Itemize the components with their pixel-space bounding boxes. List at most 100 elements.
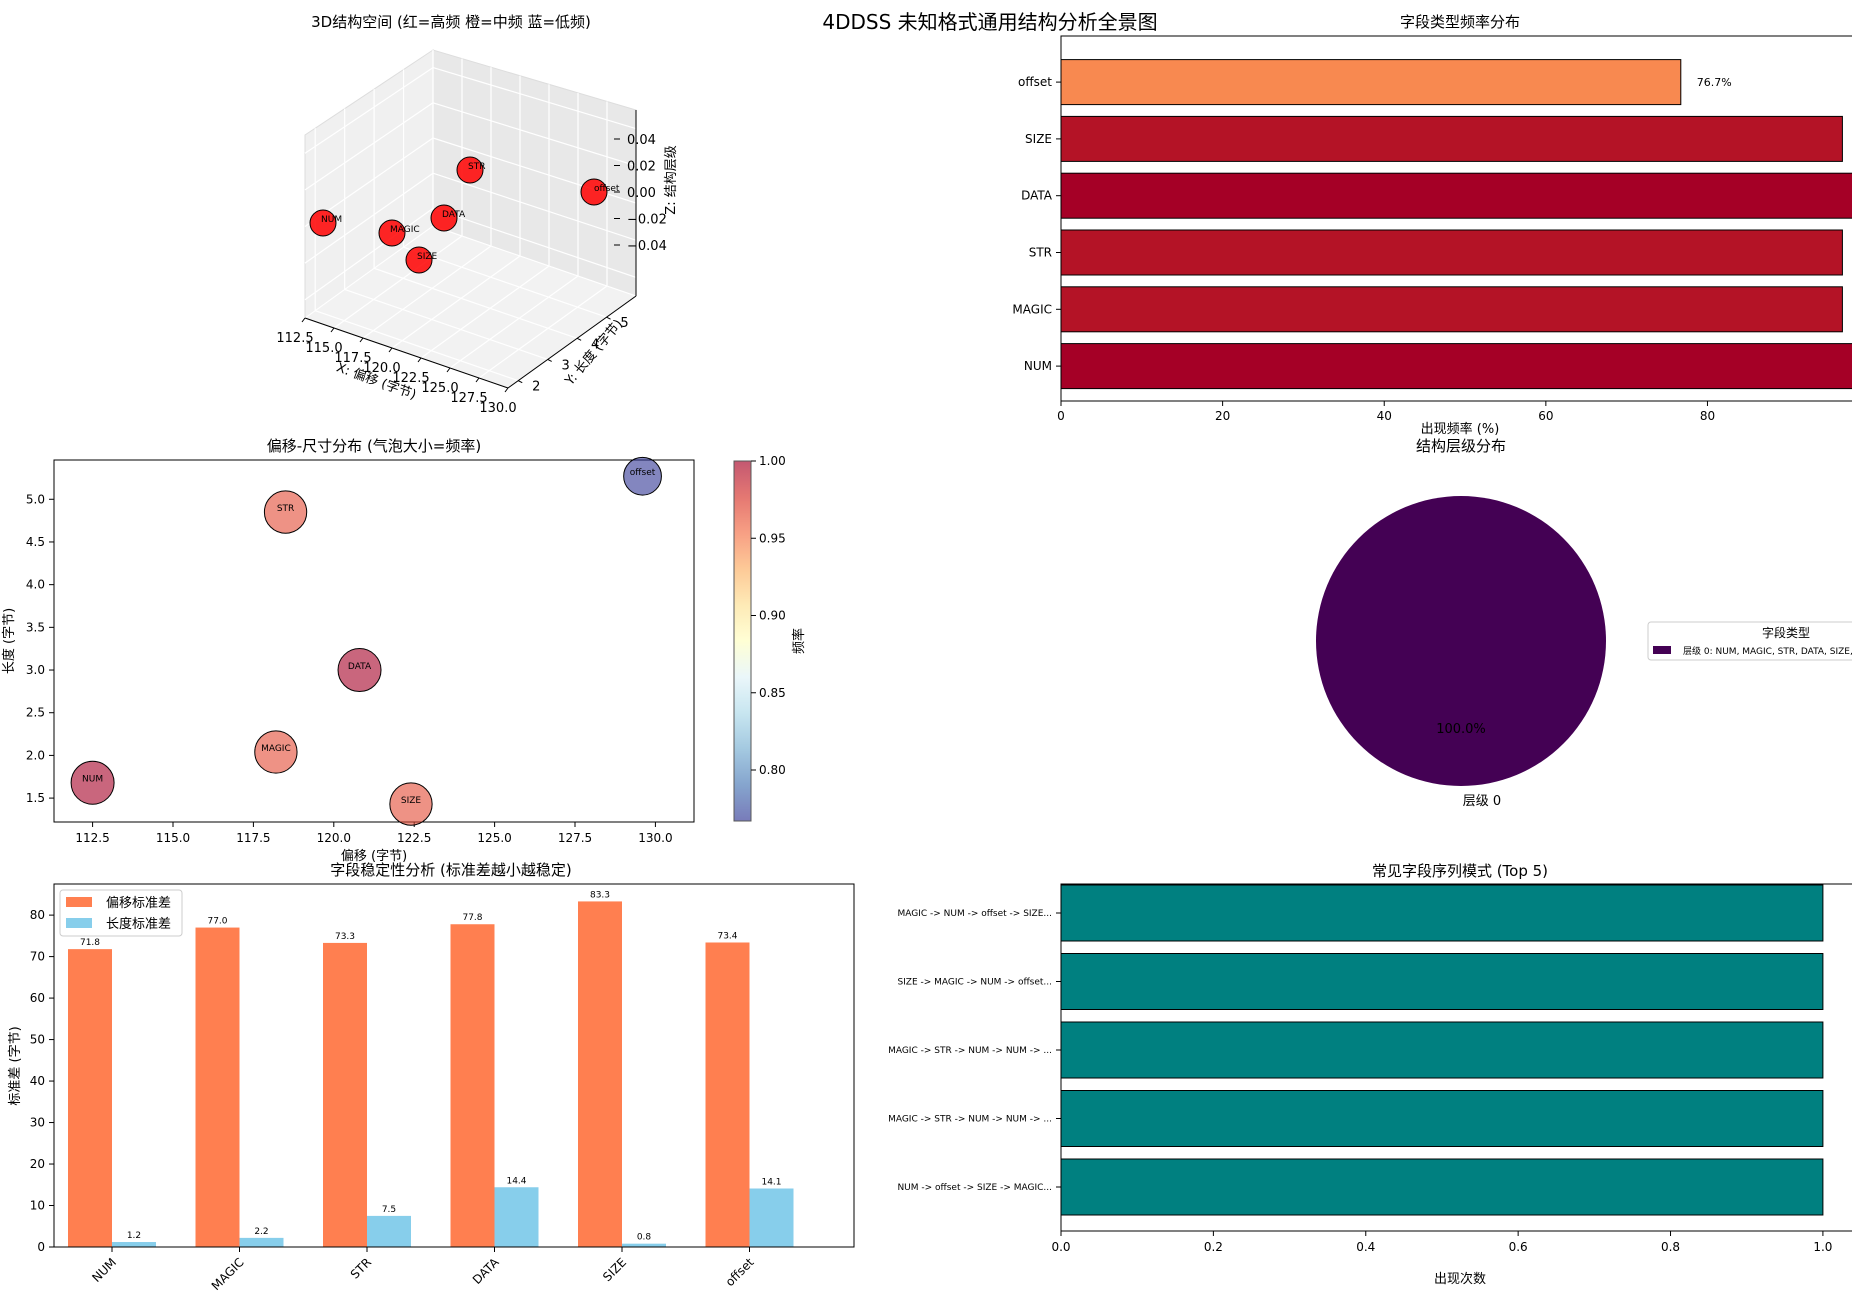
grid-z-back (432, 67, 637, 130)
stability-bar-str-offset (323, 942, 367, 1247)
bubble-x-tick-label: 122.5 (397, 831, 431, 845)
freq-cat-label: NUM (1024, 359, 1052, 373)
grid-x (391, 255, 521, 349)
grid-y (373, 267, 578, 339)
panel-3d-title: 3D结构空间 (红=高频 橙=中频 蓝=低频) (311, 13, 591, 31)
grid-z-back (432, 207, 637, 278)
stability-value-label: 71.8 (80, 938, 100, 948)
point3d-data: DATA (430, 204, 466, 232)
pie-legend: 字段类型 层级 0: NUM, MAGIC, STR, DATA, SIZE, … (1647, 621, 1852, 661)
stability-y-tick-label: 40 (30, 1074, 45, 1088)
stability-value-label: 77.8 (462, 913, 482, 923)
bubble-str: STR (263, 490, 308, 534)
grid-z-left (304, 67, 434, 154)
freq-cat-label: offset (1018, 75, 1052, 89)
stability-value-label: 73.3 (335, 932, 355, 942)
legend-swatch-length-std (66, 918, 92, 928)
stability-bar-num-length (112, 1242, 156, 1247)
colorbar (733, 460, 752, 822)
pattern-x-tick-label: 0.6 (1509, 1240, 1528, 1254)
freq-cat-label: MAGIC (1012, 302, 1052, 316)
axis3d-x-tick (475, 377, 480, 383)
stability-bar-data-length (494, 1187, 539, 1247)
grid-x (420, 265, 550, 359)
pattern-cat-label: MAGIC -> NUM -> offset -> SIZE... (897, 909, 1052, 919)
point3d-label: DATA (442, 210, 466, 220)
bubble-x-tick-label: 125.0 (477, 831, 511, 845)
freq-value-label: 76.7% (1697, 76, 1732, 89)
bubble-x-tick-label: 120.0 (317, 831, 351, 845)
colorbar-tick-label: 0.90 (759, 609, 786, 623)
freq-bar-magic (1060, 286, 1843, 333)
axis3d-x-tick-label: 130.0 (479, 401, 516, 416)
grid-y (344, 288, 548, 361)
freq-bar-data (1060, 172, 1852, 219)
freq-bar-num (1060, 343, 1852, 390)
stability-y-tick-label: 10 (30, 1199, 45, 1213)
point3d-magic: MAGIC (378, 219, 420, 247)
axis3d-x-tick-label: 125.0 (421, 381, 458, 396)
stability-y-tick-label: 50 (30, 1033, 45, 1047)
pie-slice-level-0 (1316, 496, 1606, 786)
stability-legend: 偏移标准差 长度标准差 (59, 889, 183, 937)
grid-z-left (304, 102, 434, 191)
axis3d-x-tick (446, 367, 451, 373)
stability-y-tick-label: 20 (30, 1157, 45, 1171)
stability-y-tick-label: 30 (30, 1116, 45, 1130)
point3d-marker (456, 156, 484, 184)
point3d-label: offset (594, 184, 620, 194)
pie-legend-swatch (1653, 646, 1671, 654)
bubble-label: DATA (348, 662, 372, 672)
axis3d-z-tick-label: 0.00 (627, 186, 656, 201)
pie-title: 结构层级分布 (1416, 437, 1506, 455)
freq-x-label: 出现频率 (%) (1421, 421, 1500, 437)
bubble-y-tick-label: 2.5 (26, 706, 45, 720)
grid-x (304, 225, 434, 319)
bubble-x-tick-label: 117.5 (236, 831, 270, 845)
bubble-marker (337, 648, 382, 693)
axis3d-y-tick-label: 4 (591, 337, 599, 352)
colorbar-label: 频率 (791, 628, 807, 654)
freq-bar-str (1060, 229, 1843, 276)
pattern-bar (1060, 1158, 1824, 1216)
freq-cat-label: DATA (1021, 189, 1053, 203)
grid-y (403, 246, 607, 318)
pattern-x-tick-label: 0.8 (1661, 1240, 1680, 1254)
stability-value-label: 0.8 (637, 1233, 652, 1243)
point3d-label: SIZE (417, 252, 438, 262)
bubble-x-tick-label: 127.5 (558, 831, 592, 845)
stability-cat-label: DATA (470, 1255, 502, 1287)
point3d-marker (430, 204, 458, 232)
bubble-label: offset (630, 468, 656, 478)
stability-value-label: 7.5 (382, 1205, 396, 1215)
legend-entry-offset-std: 偏移标准差 (106, 896, 171, 911)
pie-legend-entry: 层级 0: NUM, MAGIC, STR, DATA, SIZE, offse… (1683, 645, 1852, 657)
bubble-marker (263, 490, 308, 534)
axis3d-x-tick (330, 327, 335, 333)
bubble-label: MAGIC (261, 744, 291, 754)
point3d-size: SIZE (405, 246, 438, 274)
axis3d-x-tick (504, 387, 509, 393)
bubble-title: 偏移-尺寸分布 (气泡大小=频率) (267, 437, 481, 455)
point3d-label: MAGIC (390, 225, 420, 235)
stability-y-label: 标准差 (字节) (8, 1026, 23, 1105)
stability-value-label: 14.4 (506, 1176, 526, 1186)
pattern-x-tick-label: 0.2 (1204, 1240, 1223, 1254)
pie-legend-title: 字段类型 (1762, 625, 1810, 640)
grid-x (449, 275, 579, 369)
patterns-title: 常见字段序列模式 (Top 5) (1372, 862, 1548, 880)
pattern-bar (1060, 884, 1824, 942)
stability-value-label: 14.1 (761, 1178, 781, 1188)
pattern-bar (1060, 1021, 1824, 1079)
panel-frequency: 字段类型频率分布 NUM MAGIC STR DATA SIZE offset 0 20 40… (1012, 13, 1852, 437)
bubble-size: SIZE (389, 782, 433, 826)
stability-y-tick-label: 80 (30, 908, 45, 922)
stability-y-tick-label: 60 (30, 991, 45, 1005)
pattern-cat-label: SIZE -> MAGIC -> NUM -> offset... (897, 978, 1052, 988)
grid-z-left (304, 207, 434, 301)
pattern-cat-label: MAGIC -> STR -> NUM -> NUM -> ... (888, 1115, 1052, 1125)
freq-x-tick-label: 20 (1215, 409, 1230, 423)
freq-x-tick-label: 60 (1538, 409, 1553, 423)
axis3d-y-tick (606, 316, 611, 320)
